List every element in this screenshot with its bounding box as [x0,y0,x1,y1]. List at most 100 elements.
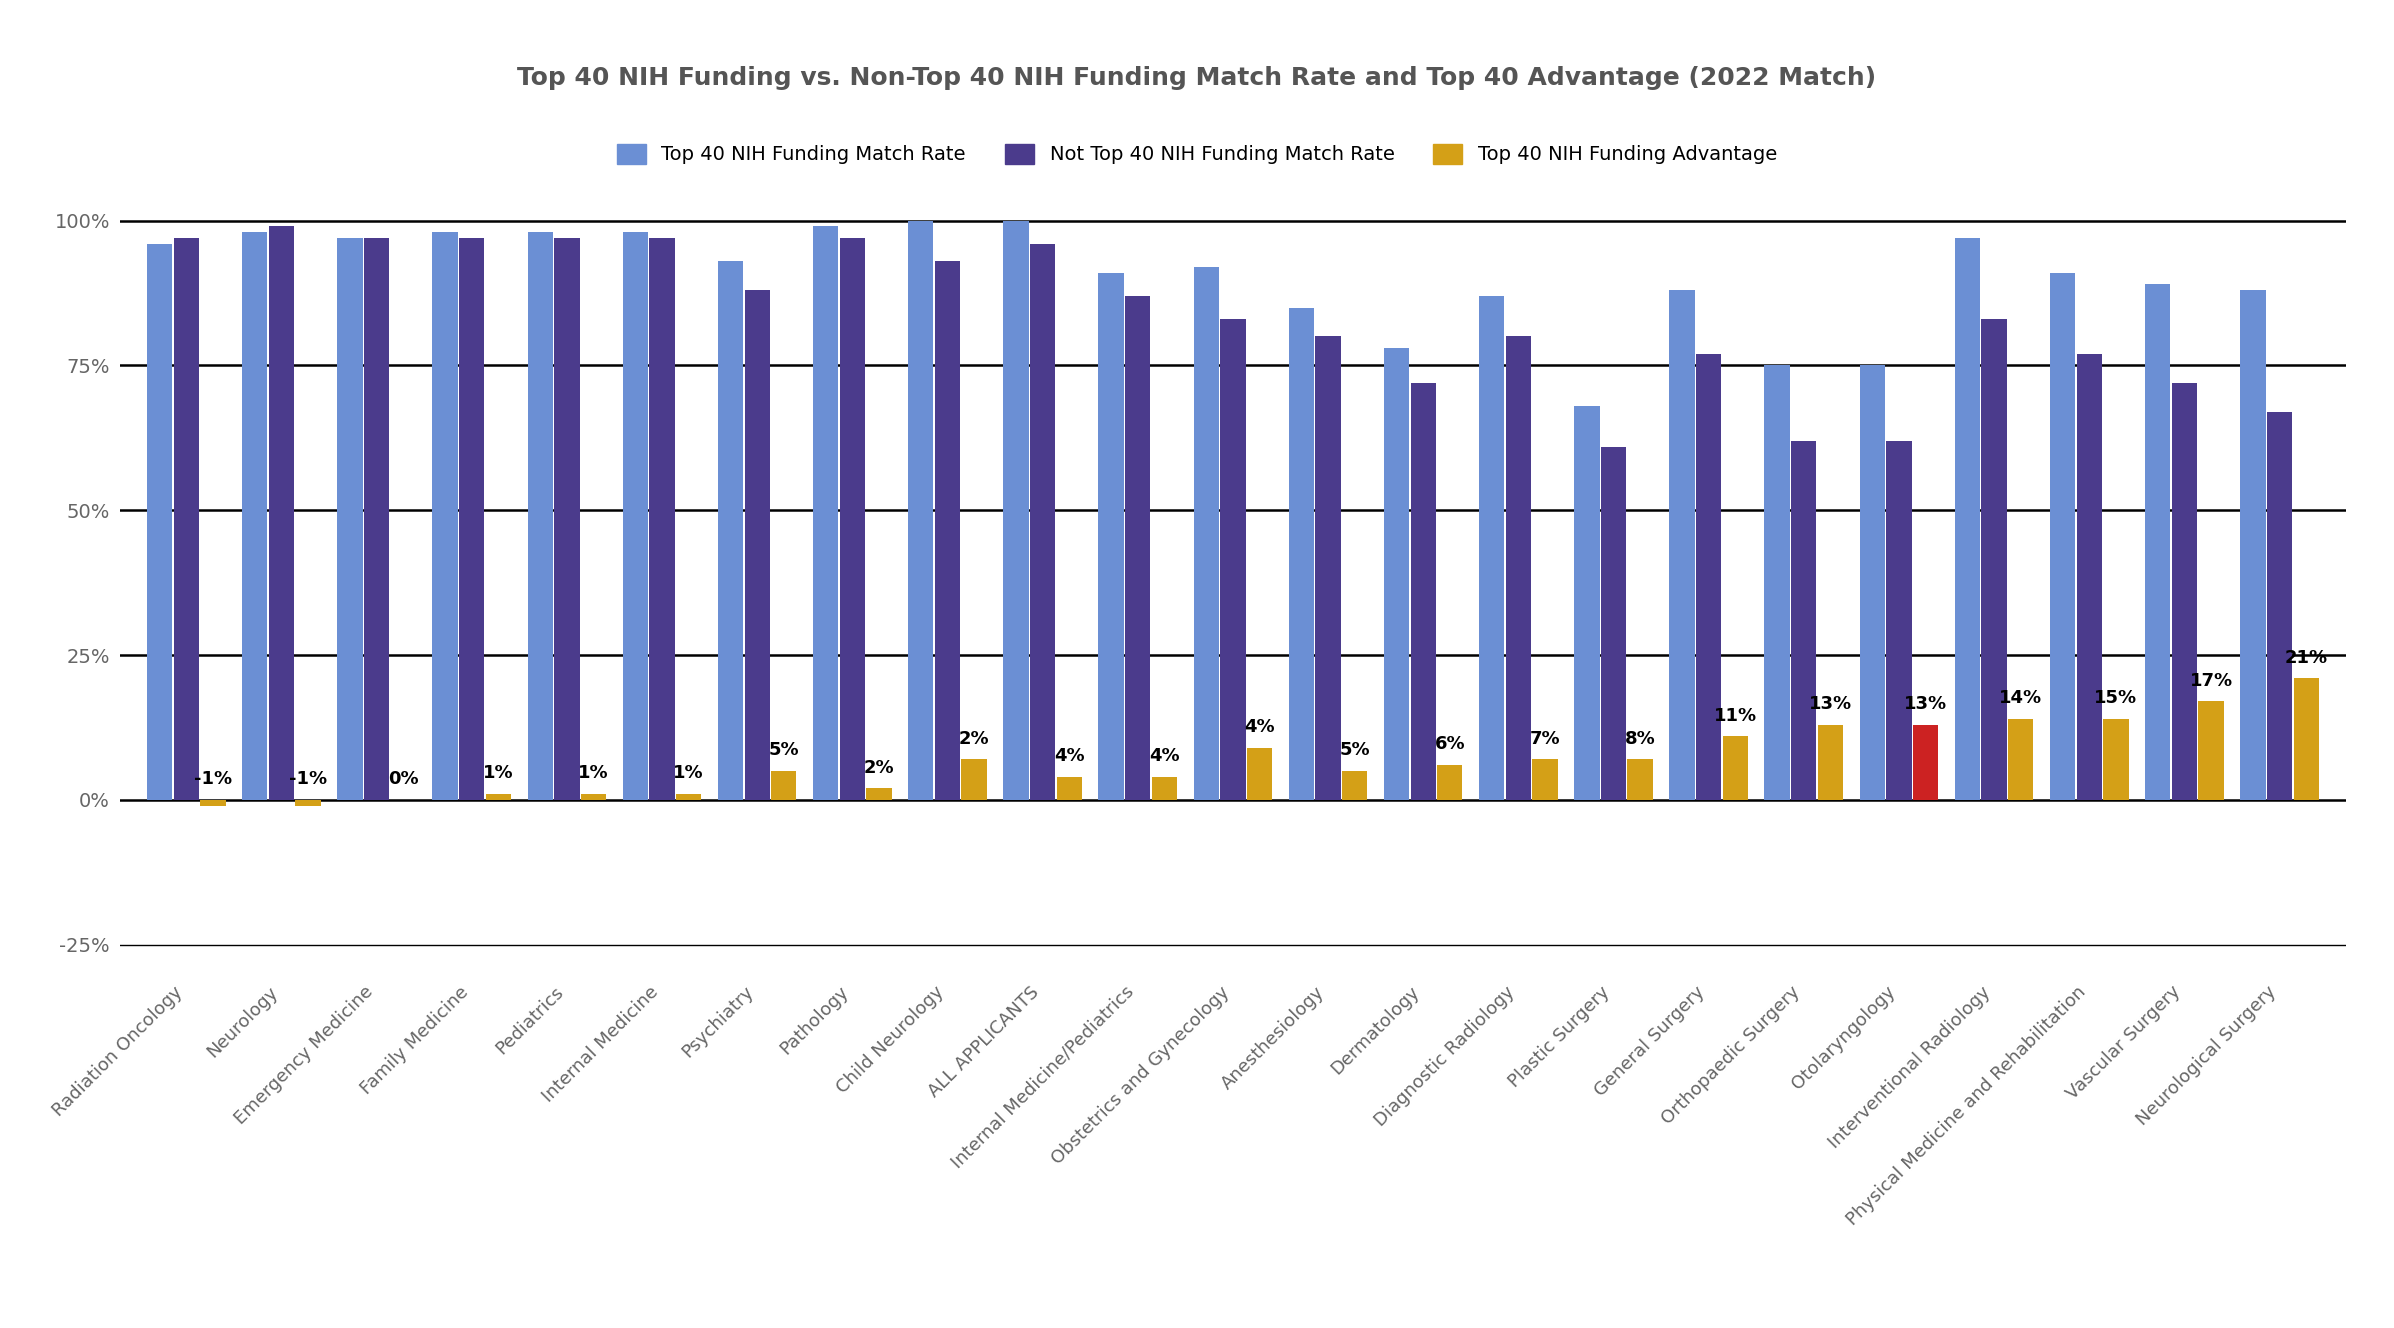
Text: 5%: 5% [768,741,800,760]
Bar [582,794,606,799]
Bar [1982,319,2006,799]
Bar [2104,718,2128,799]
Bar [1913,725,1939,799]
Text: 14%: 14% [1999,689,2042,706]
Bar [2293,679,2320,799]
Bar [1602,446,1626,799]
Text: 7%: 7% [1530,729,1561,748]
Bar [1479,296,1503,799]
Bar [718,262,742,799]
Text: 13%: 13% [1903,695,1946,713]
Bar [2241,290,2265,799]
Text: Child Neurology: Child Neurology [833,983,948,1097]
Text: 4%: 4% [1245,718,1276,736]
Bar [175,238,199,799]
Bar [201,799,225,806]
Bar [555,238,579,799]
Bar [1764,365,1791,799]
Bar [1384,348,1410,799]
Text: Radiation Oncology: Radiation Oncology [50,983,187,1120]
Text: 8%: 8% [1626,729,1657,748]
Text: Orthopaedic Surgery: Orthopaedic Surgery [1659,983,1803,1127]
Text: Internal Medicine/Pediatrics: Internal Medicine/Pediatrics [948,983,1137,1173]
Bar [1860,365,1884,799]
Bar [907,220,934,799]
Text: -1%: -1% [290,770,328,789]
Text: Otolaryngology: Otolaryngology [1788,983,1898,1093]
Text: Neurological Surgery: Neurological Surgery [2133,983,2279,1129]
Text: Obstetrics and Gynecology: Obstetrics and Gynecology [1049,983,1233,1167]
Text: 1%: 1% [673,765,704,782]
Bar [1195,267,1219,799]
Text: Plastic Surgery: Plastic Surgery [1506,983,1614,1090]
Bar [1056,777,1082,799]
Bar [1288,308,1314,799]
Bar [1152,777,1178,799]
Bar [745,290,771,799]
Text: Top 40 NIH Funding vs. Non-Top 40 NIH Funding Match Rate and Top 40 Advantage (2: Top 40 NIH Funding vs. Non-Top 40 NIH Fu… [517,66,1877,90]
Text: 17%: 17% [2191,672,2234,689]
Text: Psychiatry: Psychiatry [678,983,757,1061]
Bar [242,232,268,799]
Text: Internal Medicine: Internal Medicine [539,983,663,1106]
Bar [1724,736,1748,799]
Bar [962,760,986,799]
Bar [2009,718,2033,799]
Bar [1575,406,1599,799]
Bar [771,770,797,799]
Bar [1817,725,1843,799]
Bar [1886,441,1910,799]
Bar [934,262,960,799]
Text: 2%: 2% [864,758,895,777]
Text: 0%: 0% [388,770,419,789]
Bar [338,238,361,799]
Text: Family Medicine: Family Medicine [357,983,472,1098]
Bar [1791,441,1817,799]
Text: General Surgery: General Surgery [1592,983,1709,1100]
Bar [1099,272,1123,799]
Bar [1436,765,1463,799]
Bar [527,232,553,799]
Bar [1506,336,1532,799]
Text: Vascular Surgery: Vascular Surgery [2064,983,2183,1104]
Text: 1%: 1% [484,765,515,782]
Bar [622,232,649,799]
Bar [1003,220,1029,799]
Text: Emergency Medicine: Emergency Medicine [232,983,376,1129]
Bar [2267,412,2291,799]
Bar [1029,244,1056,799]
Bar [2198,701,2224,799]
Bar [268,227,294,799]
Bar [675,794,701,799]
Bar [1314,336,1341,799]
Bar [2145,284,2171,799]
Text: 13%: 13% [1810,695,1853,713]
Text: 4%: 4% [1149,748,1180,765]
Legend: Top 40 NIH Funding Match Rate, Not Top 40 NIH Funding Match Rate, Top 40 NIH Fun: Top 40 NIH Funding Match Rate, Not Top 4… [608,135,1786,171]
Bar [649,238,675,799]
Text: Pediatrics: Pediatrics [493,983,567,1057]
Bar [1247,748,1271,799]
Bar [1669,290,1695,799]
Text: -1%: -1% [194,770,232,789]
Text: Pathology: Pathology [776,983,852,1058]
Bar [1410,382,1436,799]
Text: 15%: 15% [2095,689,2138,706]
Bar [1125,296,1152,799]
Text: Anesthesiology: Anesthesiology [1219,983,1329,1093]
Bar [840,238,864,799]
Text: 1%: 1% [579,765,608,782]
Bar [814,227,838,799]
Text: 21%: 21% [2284,648,2327,667]
Bar [2076,353,2102,799]
Text: Diagnostic Radiology: Diagnostic Radiology [1372,983,1518,1130]
Bar [2171,382,2198,799]
Bar [433,232,457,799]
Bar [460,238,484,799]
Bar [486,794,510,799]
Text: 11%: 11% [1714,706,1757,725]
Bar [1956,238,1980,799]
Text: Physical Medicine and Rehabilitation: Physical Medicine and Rehabilitation [1843,983,2090,1228]
Bar [867,789,891,799]
Bar [1628,760,1652,799]
